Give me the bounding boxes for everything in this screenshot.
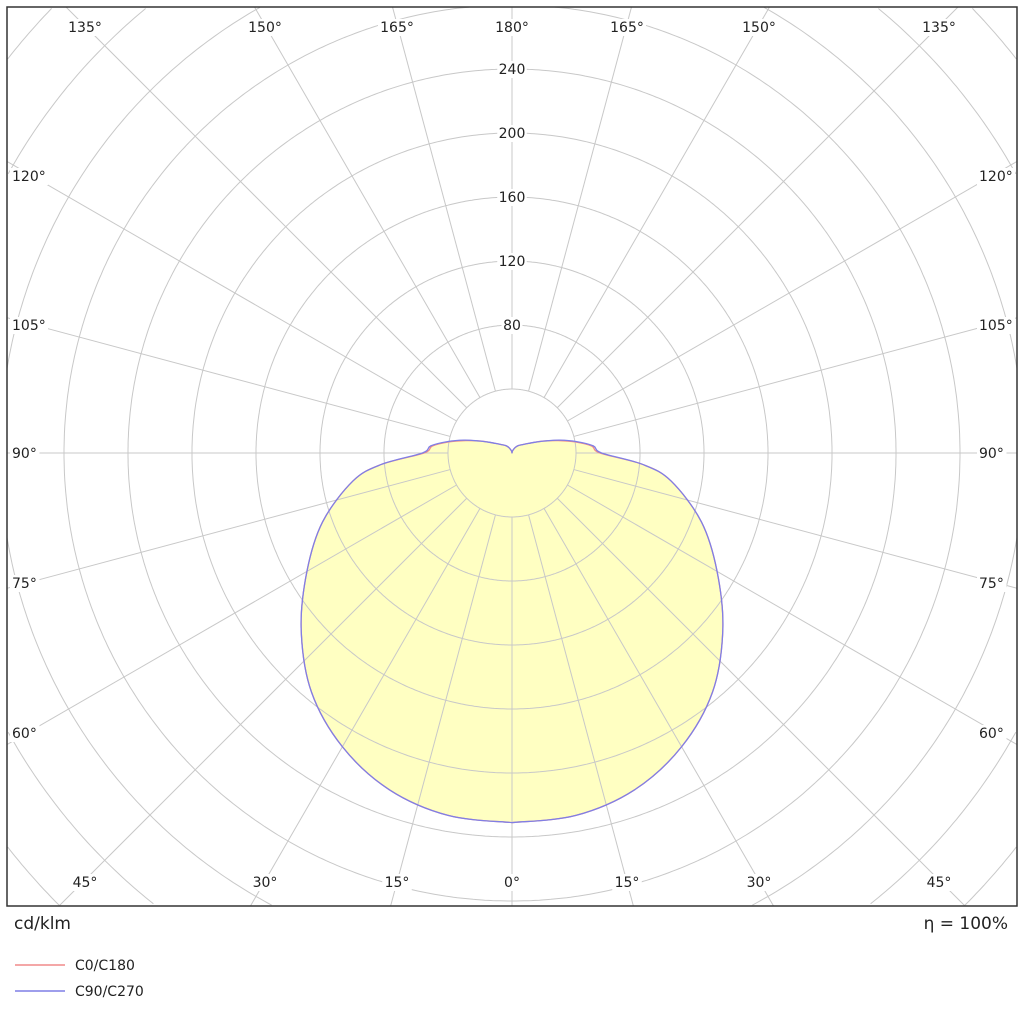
angle-label-right-4: 60° — [979, 726, 1004, 742]
angle-label-top-2-bg — [378, 19, 416, 36]
angle-label-right-1-bg — [977, 317, 1015, 334]
grid-spoke-240 — [6, 161, 457, 422]
angle-label-bottom-0-bg — [70, 874, 100, 891]
radial-tick-label-200-bg — [497, 125, 527, 142]
angle-label-right-0-bg — [977, 168, 1015, 185]
angle-label-left-4-bg — [10, 725, 40, 742]
angle-label-bottom-2: 15° — [385, 875, 410, 891]
angle-label-top-0: 135° — [68, 20, 102, 36]
efficiency-label: η = 100% — [923, 914, 1008, 934]
grid-ring-280 — [63, 6, 961, 902]
legend-label-c90: C90/C270 — [75, 984, 144, 1000]
grid-spoke-315 — [58, 497, 468, 907]
grid-spoke-255 — [6, 317, 451, 437]
angle-label-top-0-bg — [66, 19, 104, 36]
grid-spoke-135 — [556, 6, 959, 409]
angle-label-left-2: 90° — [12, 446, 37, 462]
grid-spoke-60 — [567, 484, 1018, 745]
angle-label-left-1: 105° — [12, 318, 46, 334]
angle-label-bottom-3: 0° — [504, 875, 520, 891]
angle-label-left-4: 60° — [12, 726, 37, 742]
angle-label-left-3: 75° — [12, 576, 37, 592]
angle-label-right-2-bg — [977, 445, 1007, 462]
radial-tick-label-240: 240 — [499, 62, 526, 78]
radial-tick-label-240-bg — [497, 61, 527, 78]
legend: C0/C180 C90/C270 — [15, 958, 144, 1000]
angle-label-right-2: 90° — [979, 446, 1004, 462]
grid-spoke-300 — [6, 484, 457, 745]
angle-label-top-6: 135° — [922, 20, 956, 36]
radial-tick-label-80-bg — [501, 317, 523, 334]
angle-label-right-1: 105° — [979, 318, 1013, 334]
angle-label-top-1-bg — [246, 19, 284, 36]
grid-spoke-285 — [6, 469, 451, 589]
angle-label-left-1-bg — [10, 317, 48, 334]
grid-spoke-195 — [392, 6, 496, 392]
angle-label-bottom-2-bg — [382, 874, 412, 891]
angle-label-top-6-bg — [920, 19, 958, 36]
angle-label-left-3-bg — [10, 575, 40, 592]
angle-label-top-2: 165° — [380, 20, 414, 36]
angle-label-right-0: 120° — [979, 169, 1013, 185]
series-curve-c90-c270 — [300, 439, 724, 824]
angle-label-bottom-1-bg — [250, 874, 280, 891]
grid-spoke-45 — [556, 497, 966, 907]
radial-tick-label-120: 120 — [499, 254, 526, 270]
angle-label-right-3-bg — [977, 575, 1007, 592]
angle-label-bottom-5-bg — [744, 874, 774, 891]
angle-label-top-4-bg — [608, 19, 646, 36]
angle-label-bottom-6: 45° — [927, 875, 952, 891]
angle-label-bottom-4: 15° — [615, 875, 640, 891]
grid-spoke-210 — [254, 6, 481, 398]
radial-tick-label-120-bg — [497, 253, 527, 270]
grid-ring-400 — [7, 8, 1017, 906]
plot-frame — [6, 6, 1018, 907]
radial-tick-label-160: 160 — [499, 190, 526, 206]
radial-tick-label-200: 200 — [499, 126, 526, 142]
angle-label-top-1: 150° — [248, 20, 282, 36]
grid-ring-360 — [7, 8, 1017, 905]
angle-label-right-4-bg — [977, 725, 1007, 742]
grid-ring-320 — [6, 6, 1018, 906]
angle-label-top-4: 165° — [610, 20, 644, 36]
grid-spoke-15 — [528, 514, 634, 907]
grid-spoke-330 — [250, 508, 481, 907]
angle-label-bottom-5: 30° — [747, 875, 772, 891]
grid-spoke-120 — [567, 161, 1018, 422]
grid-spoke-105 — [573, 317, 1018, 437]
grid-spoke-75 — [573, 469, 1018, 589]
angle-label-top-3: 180° — [495, 20, 529, 36]
grid-spoke-150 — [543, 6, 770, 398]
unit-label: cd/klm — [14, 914, 71, 934]
angle-label-left-0: 120° — [12, 169, 46, 185]
angle-label-left-2-bg — [10, 445, 40, 462]
radial-tick-label-80: 80 — [503, 318, 521, 334]
legend-label-c0: C0/C180 — [75, 958, 135, 974]
angle-label-bottom-6-bg — [924, 874, 954, 891]
angle-label-left-0-bg — [10, 168, 48, 185]
grid-spoke-225 — [65, 6, 468, 409]
grid-spoke-345 — [390, 514, 496, 907]
grid-spoke-165 — [528, 6, 632, 392]
angle-label-top-3-bg — [493, 19, 531, 36]
angle-label-bottom-4-bg — [612, 874, 642, 891]
radial-tick-label-160-bg — [497, 189, 527, 206]
angle-label-top-5-bg — [740, 19, 778, 36]
grid-spoke-30 — [543, 508, 774, 907]
angle-label-right-3: 75° — [979, 576, 1004, 592]
angle-label-bottom-3-bg — [501, 874, 523, 891]
angle-label-bottom-1: 30° — [253, 875, 278, 891]
angle-label-top-5: 150° — [742, 20, 776, 36]
angle-label-bottom-0: 45° — [73, 875, 98, 891]
